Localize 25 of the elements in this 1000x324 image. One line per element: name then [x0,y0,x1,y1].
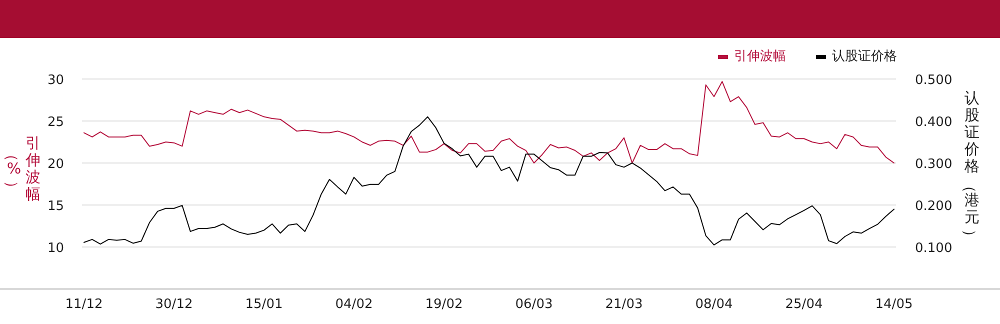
x-tick-label: 15/01 [245,297,283,312]
x-tick-label: 25/04 [785,297,823,312]
y2-tick-label: 0.100 [915,241,952,256]
x-tick-label: 08/04 [695,297,733,312]
y-tick-label: 30 [47,73,64,88]
x-tick-label: 14/05 [875,297,913,312]
line-series [84,81,894,164]
x-tick-label: 30/12 [155,297,193,312]
x-tick-label: 04/02 [335,297,373,312]
y2-tick-label: 0.400 [915,115,952,130]
y-tick-label: 10 [47,241,64,256]
line-series [84,116,894,246]
y-tick-label: 25 [47,115,64,130]
y2-tick-label: 0.200 [915,199,952,214]
y2-tick-label: 0.500 [915,73,952,88]
legend-label: 引伸波幅 [734,49,786,64]
y2-axis-title: 认股证价格（港元） [961,89,980,244]
y-tick-label: 20 [47,157,64,172]
x-tick-label: 06/03 [515,297,553,312]
x-tick-label: 19/02 [425,297,463,312]
x-tick-label: 11/12 [65,297,103,312]
legend-label: 认股证价格 [832,49,897,64]
y2-tick-label: 0.300 [915,157,952,172]
y-tick-label: 15 [47,199,64,214]
x-tick-label: 21/03 [605,297,643,312]
